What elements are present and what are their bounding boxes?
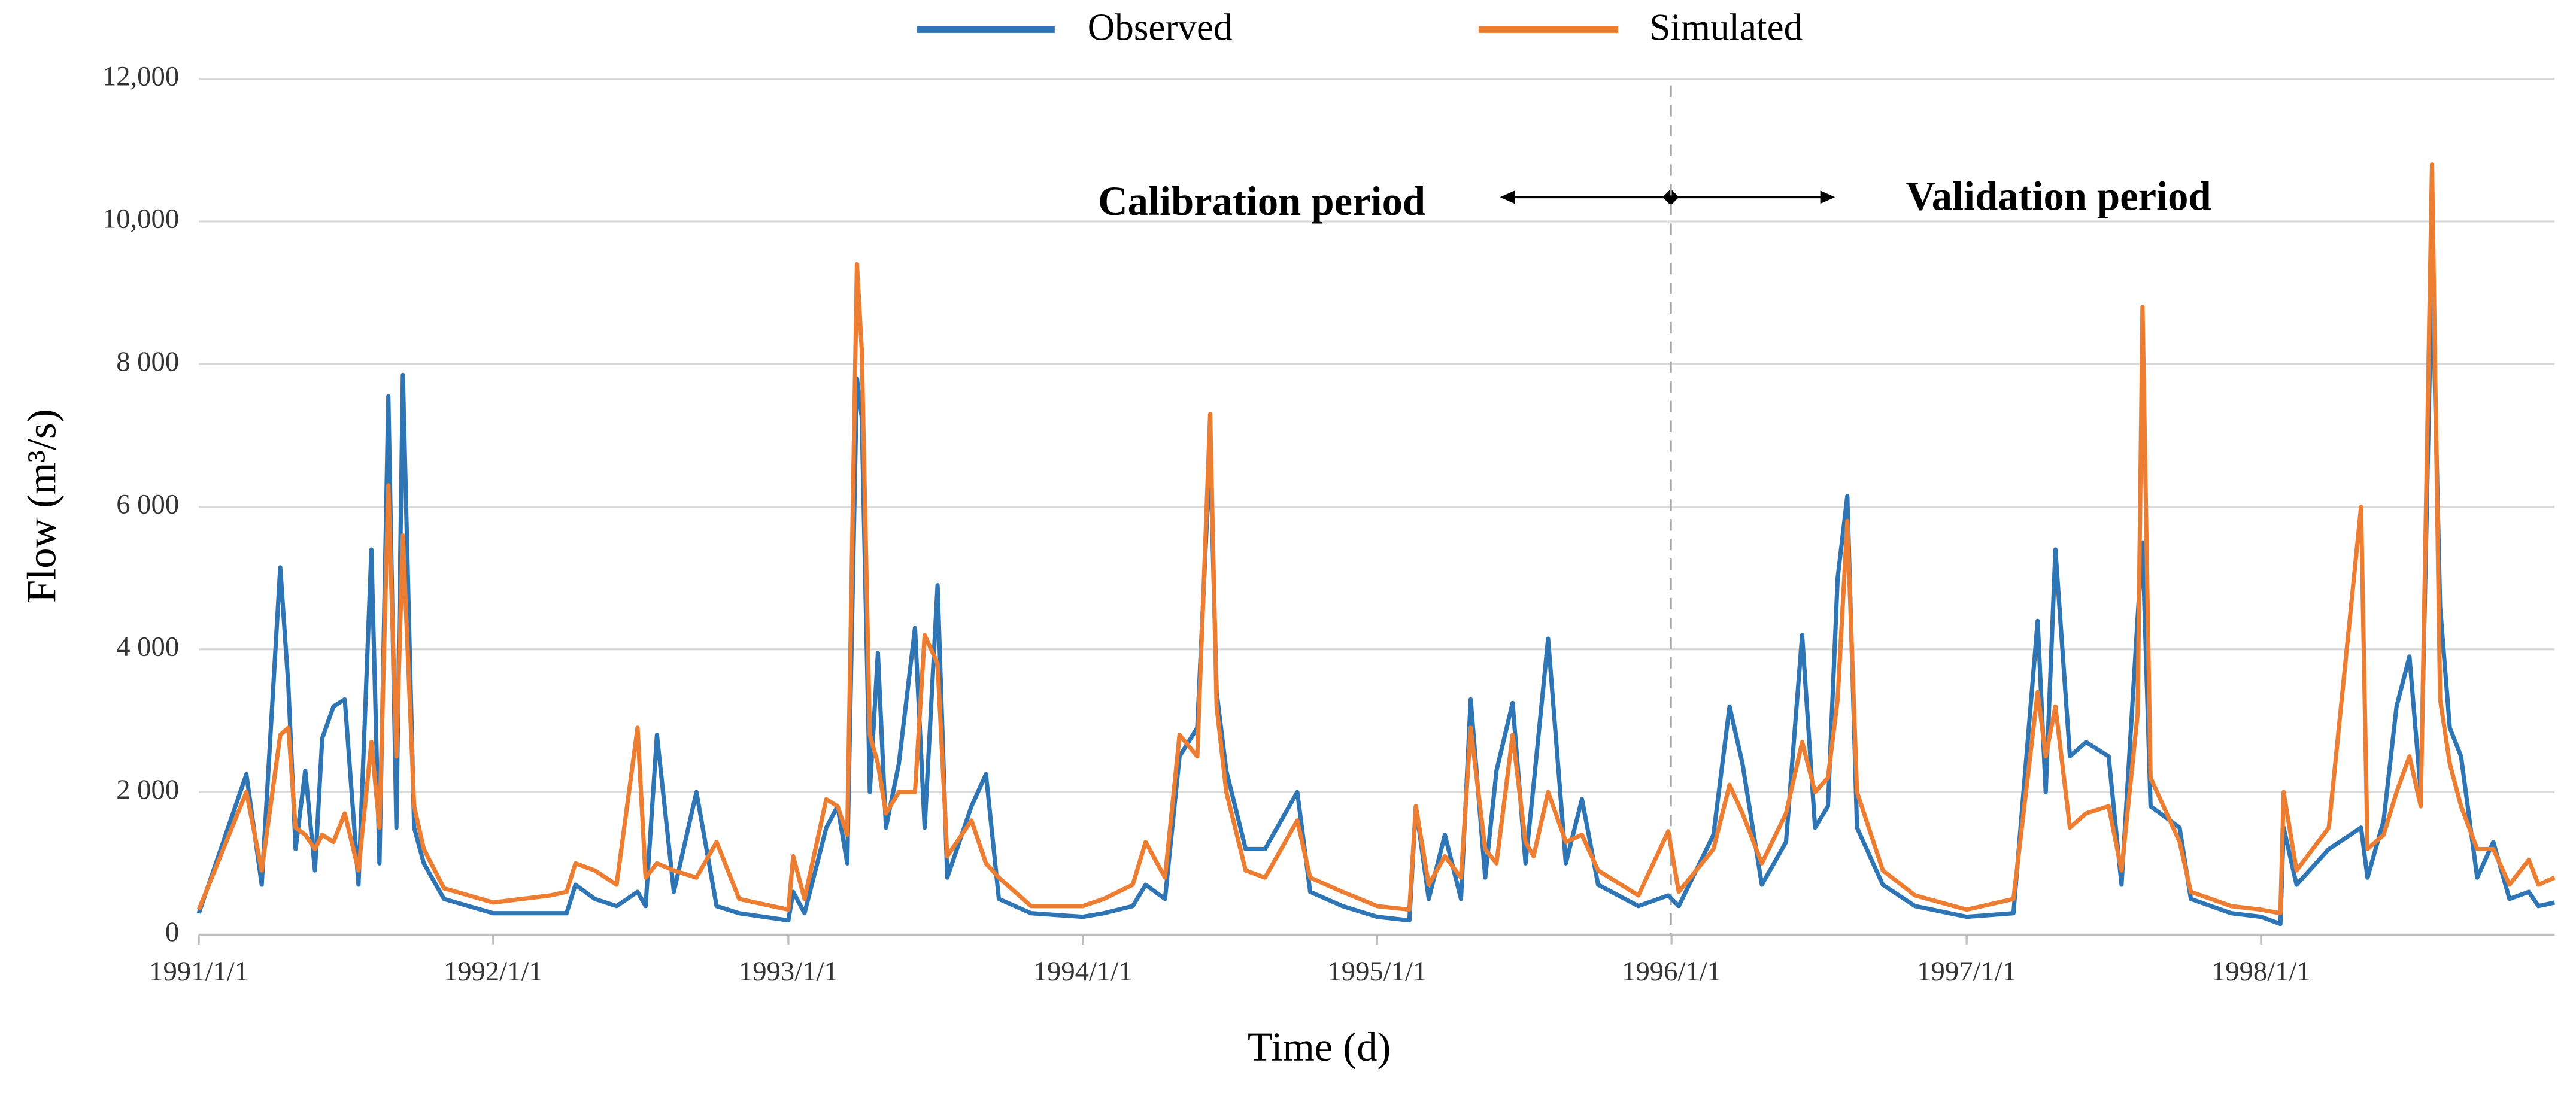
y-tick-label: 10,000: [102, 204, 179, 235]
x-tick-label: 1991/1/1: [149, 956, 248, 987]
y-tick-label: 12,000: [102, 60, 179, 92]
y-tick-label: 4 000: [116, 631, 179, 663]
annotation: Calibration period: [1098, 178, 1425, 224]
period-arrow: [1500, 189, 1835, 206]
annotation: Validation period: [1906, 174, 2211, 219]
x-tick-label: 1992/1/1: [444, 956, 543, 987]
x-axis-label: Time (d): [1248, 1024, 1391, 1070]
x-tick-label: 1998/1/1: [2211, 956, 2311, 987]
x-tick-label: 1994/1/1: [1033, 956, 1133, 987]
y-tick-label: 0: [165, 916, 179, 948]
legend-label: Observed: [1088, 7, 1233, 48]
data-line: [196, 162, 2556, 916]
y-axis-label: Flow (m³/s): [19, 409, 65, 603]
legend-label: Simulated: [1649, 7, 1803, 48]
y-tick-label: 2 000: [116, 774, 179, 805]
y-tick-label: 8 000: [116, 346, 179, 377]
x-tick-label: 1997/1/1: [1917, 956, 2016, 987]
x-tick-label: 1993/1/1: [739, 956, 838, 987]
data-line: [196, 258, 2556, 927]
x-tick-label: 1996/1/1: [1622, 956, 1721, 987]
y-tick-label: 6 000: [116, 488, 179, 520]
x-tick-label: 1995/1/1: [1327, 956, 1427, 987]
